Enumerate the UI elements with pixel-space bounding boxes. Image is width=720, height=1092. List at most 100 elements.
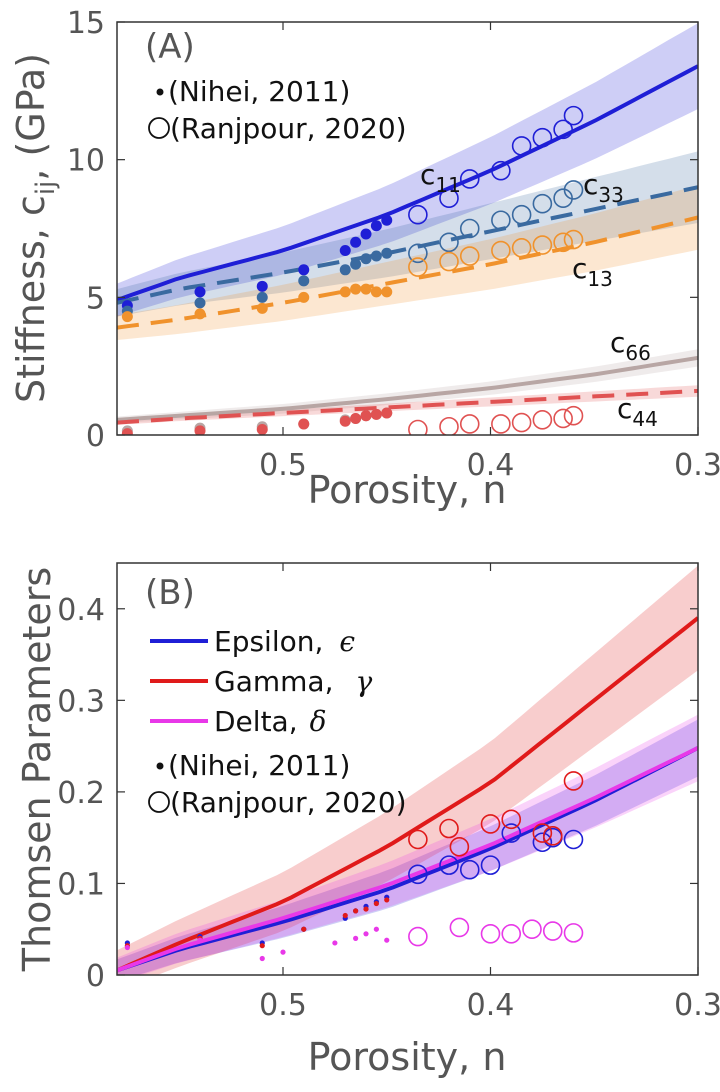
panel-a-nihei-point-c11 bbox=[298, 264, 310, 276]
panel-b-nihei-point-delta bbox=[280, 949, 286, 955]
panel-a-ylabel: Stiffness, cij, (GPa) bbox=[9, 53, 61, 403]
panel-a-ytick-label: 15 bbox=[67, 6, 105, 41]
panel-a-ranjpour-point-c33 bbox=[459, 218, 480, 239]
panel-b-ranjpour-point-delta bbox=[563, 923, 584, 943]
panel-b-band-gamma bbox=[117, 565, 698, 975]
panel-b-nihei-point-gamma bbox=[384, 897, 390, 903]
panel-a-ticks: 0.5 0.4 0.3 0 5 10 15 bbox=[67, 6, 720, 483]
panel-a-nihei-point-c11 bbox=[381, 214, 393, 226]
panel-b-ranjpour-point-delta bbox=[542, 921, 563, 941]
panel-a-nihei-point-c44 bbox=[339, 415, 351, 427]
panel-a-ranjpour-point-c11 bbox=[563, 105, 584, 126]
panel-a-nihei-point-c33 bbox=[350, 258, 362, 270]
curve-label-c33: c33 bbox=[583, 168, 624, 207]
panel-a-ranjpour-point-c13 bbox=[511, 237, 532, 258]
panel-b-nihei-point-delta bbox=[353, 935, 359, 941]
panel-b-nihei-point-delta bbox=[124, 944, 130, 951]
panel-a-legend: (Nihei, 2011) (Ranjpour, 2020) bbox=[148, 75, 407, 145]
panel-a-ranjpour-point-c13 bbox=[459, 246, 480, 266]
curve-label-c13: c13 bbox=[572, 252, 613, 291]
panel-a-nihei-point-c33 bbox=[298, 275, 310, 287]
legend-b-nihei-label: (Nihei, 2011) bbox=[168, 749, 350, 782]
panel-b-nihei-point-delta bbox=[259, 955, 265, 962]
panel-a-plot-area bbox=[117, 22, 698, 435]
panel-b-ranjpour-point-epsilon bbox=[532, 832, 553, 853]
panel-a-ranjpour-point-c44 bbox=[553, 408, 573, 429]
panel-b-nihei-point-delta bbox=[197, 937, 203, 943]
panel-b-ranjpour-point-epsilon bbox=[480, 855, 501, 875]
panel-a-nihei-point-c33 bbox=[370, 250, 382, 262]
panel-a-ranjpour-point-c33 bbox=[511, 204, 532, 225]
panel-b-ranjpour-point-gamma bbox=[480, 814, 501, 834]
panel-a-line-c33 bbox=[117, 185, 698, 305]
legend-b-gamma-label: Gamma, γ bbox=[214, 665, 372, 698]
panel-a-label: (A) bbox=[145, 27, 195, 67]
panel-b-xtick-label: 0.5 bbox=[259, 988, 307, 1023]
panel-a-ranjpour-point-c44 bbox=[459, 414, 480, 434]
panel-b-ranjpour-point-epsilon bbox=[501, 823, 522, 843]
panel-b-data-layer bbox=[117, 565, 698, 975]
panel-b-ytick-label: 0.2 bbox=[57, 776, 105, 811]
panel-b-nihei-point-delta bbox=[373, 926, 379, 932]
panel-a-ranjpour-point-c33 bbox=[491, 210, 511, 231]
panel-a-ranjpour-point-c33 bbox=[563, 180, 584, 200]
panel-b-ranjpour-point-gamma bbox=[532, 823, 553, 843]
panel-b-nihei-point-delta bbox=[363, 931, 369, 937]
panel-b-nihei-point-gamma bbox=[353, 908, 359, 914]
panel-a-ranjpour-point-c44 bbox=[532, 410, 553, 430]
panel-a-ranjpour-point-c11 bbox=[532, 127, 553, 148]
panel-a-xtick-label: 0.3 bbox=[674, 448, 720, 483]
panel-b-ranjpour-point-epsilon bbox=[459, 859, 480, 880]
legend-b-delta-label: Delta, δ bbox=[214, 705, 326, 738]
panel-b-nihei-point-gamma bbox=[363, 906, 369, 912]
panel-a-nihei-point-c11 bbox=[194, 286, 206, 298]
panel-b-nihei-point-gamma bbox=[342, 912, 348, 919]
panel-a-nihei-point-c33 bbox=[360, 253, 372, 265]
panel-a-nihei-point-c33 bbox=[256, 291, 268, 303]
curve-label-c66: c66 bbox=[610, 326, 651, 365]
panel-a-ranjpour-point-c33 bbox=[532, 193, 553, 214]
panel-a-nihei-point-c44 bbox=[256, 423, 268, 435]
panel-a-stiffness-chart: 0.5 0.4 0.3 0 5 10 15 (A) (Nihei, 2011) (Ranjp… bbox=[9, 6, 720, 512]
panel-b-nihei-point-delta bbox=[384, 937, 390, 943]
panel-b-ranjpour-point-delta bbox=[408, 926, 428, 947]
panel-a-ytick-label: 0 bbox=[86, 419, 105, 454]
panel-a-nihei-point-c44 bbox=[370, 408, 382, 420]
panel-a-nihei-point-c11 bbox=[360, 228, 372, 240]
panel-a-band-c11 bbox=[117, 23, 698, 317]
panel-a-ranjpour-point-c11 bbox=[491, 160, 511, 181]
panel-a-nihei-point-c33 bbox=[194, 297, 206, 309]
legend-b-ranjpour-label: (Ranjpour, 2020) bbox=[170, 786, 407, 819]
panel-a-ranjpour-point-c13 bbox=[563, 229, 584, 250]
legend-a-ranjpour-label: (Ranjpour, 2020) bbox=[170, 112, 407, 145]
panel-b-ytick-label: 0.4 bbox=[57, 593, 105, 628]
panel-a-line-c11 bbox=[117, 64, 698, 302]
panel-b-line-epsilon bbox=[117, 746, 698, 973]
panel-a-curve-labels: c11 c33 c13 c66 c44 bbox=[420, 158, 658, 431]
panel-a-nihei-point-c13 bbox=[121, 311, 133, 323]
panel-b-ranjpour-point-delta bbox=[480, 923, 501, 944]
panel-a-nihei-point-c44 bbox=[298, 418, 310, 430]
panel-b-ranjpour-point-epsilon bbox=[563, 829, 584, 850]
panel-a-nihei-point-c13 bbox=[194, 308, 206, 320]
curve-label-c44: c44 bbox=[617, 392, 658, 431]
panel-b-ytick-label: 0.3 bbox=[57, 684, 105, 719]
panel-a-nihei-point-c11 bbox=[370, 220, 382, 232]
panel-b-ranjpour-point-delta bbox=[501, 923, 522, 944]
panel-b-xtick-label: 0.4 bbox=[467, 988, 515, 1023]
panel-a-axes-frame bbox=[116, 21, 699, 436]
panel-a-line-c44 bbox=[117, 388, 698, 425]
panel-a-ranjpour-point-c11 bbox=[553, 119, 573, 140]
panel-b-line-delta bbox=[117, 746, 698, 973]
panel-b-ylabel: Thomsen Parameters bbox=[15, 567, 59, 972]
panel-b-nihei-point-gamma bbox=[301, 926, 307, 932]
panel-a-xtick-label: 0.4 bbox=[467, 448, 515, 483]
legend-a-dot-marker bbox=[156, 88, 164, 96]
panel-b-ytick-label: 0 bbox=[86, 959, 105, 994]
panel-a-ranjpour-point-c33 bbox=[408, 243, 428, 264]
panel-b-xtick-label: 0.3 bbox=[674, 988, 720, 1023]
panel-b-axes-frame bbox=[116, 562, 699, 976]
legend-b-epsilon-label: Epsilon, ϵ bbox=[214, 625, 355, 658]
panel-b-nihei-point-delta bbox=[332, 940, 338, 946]
